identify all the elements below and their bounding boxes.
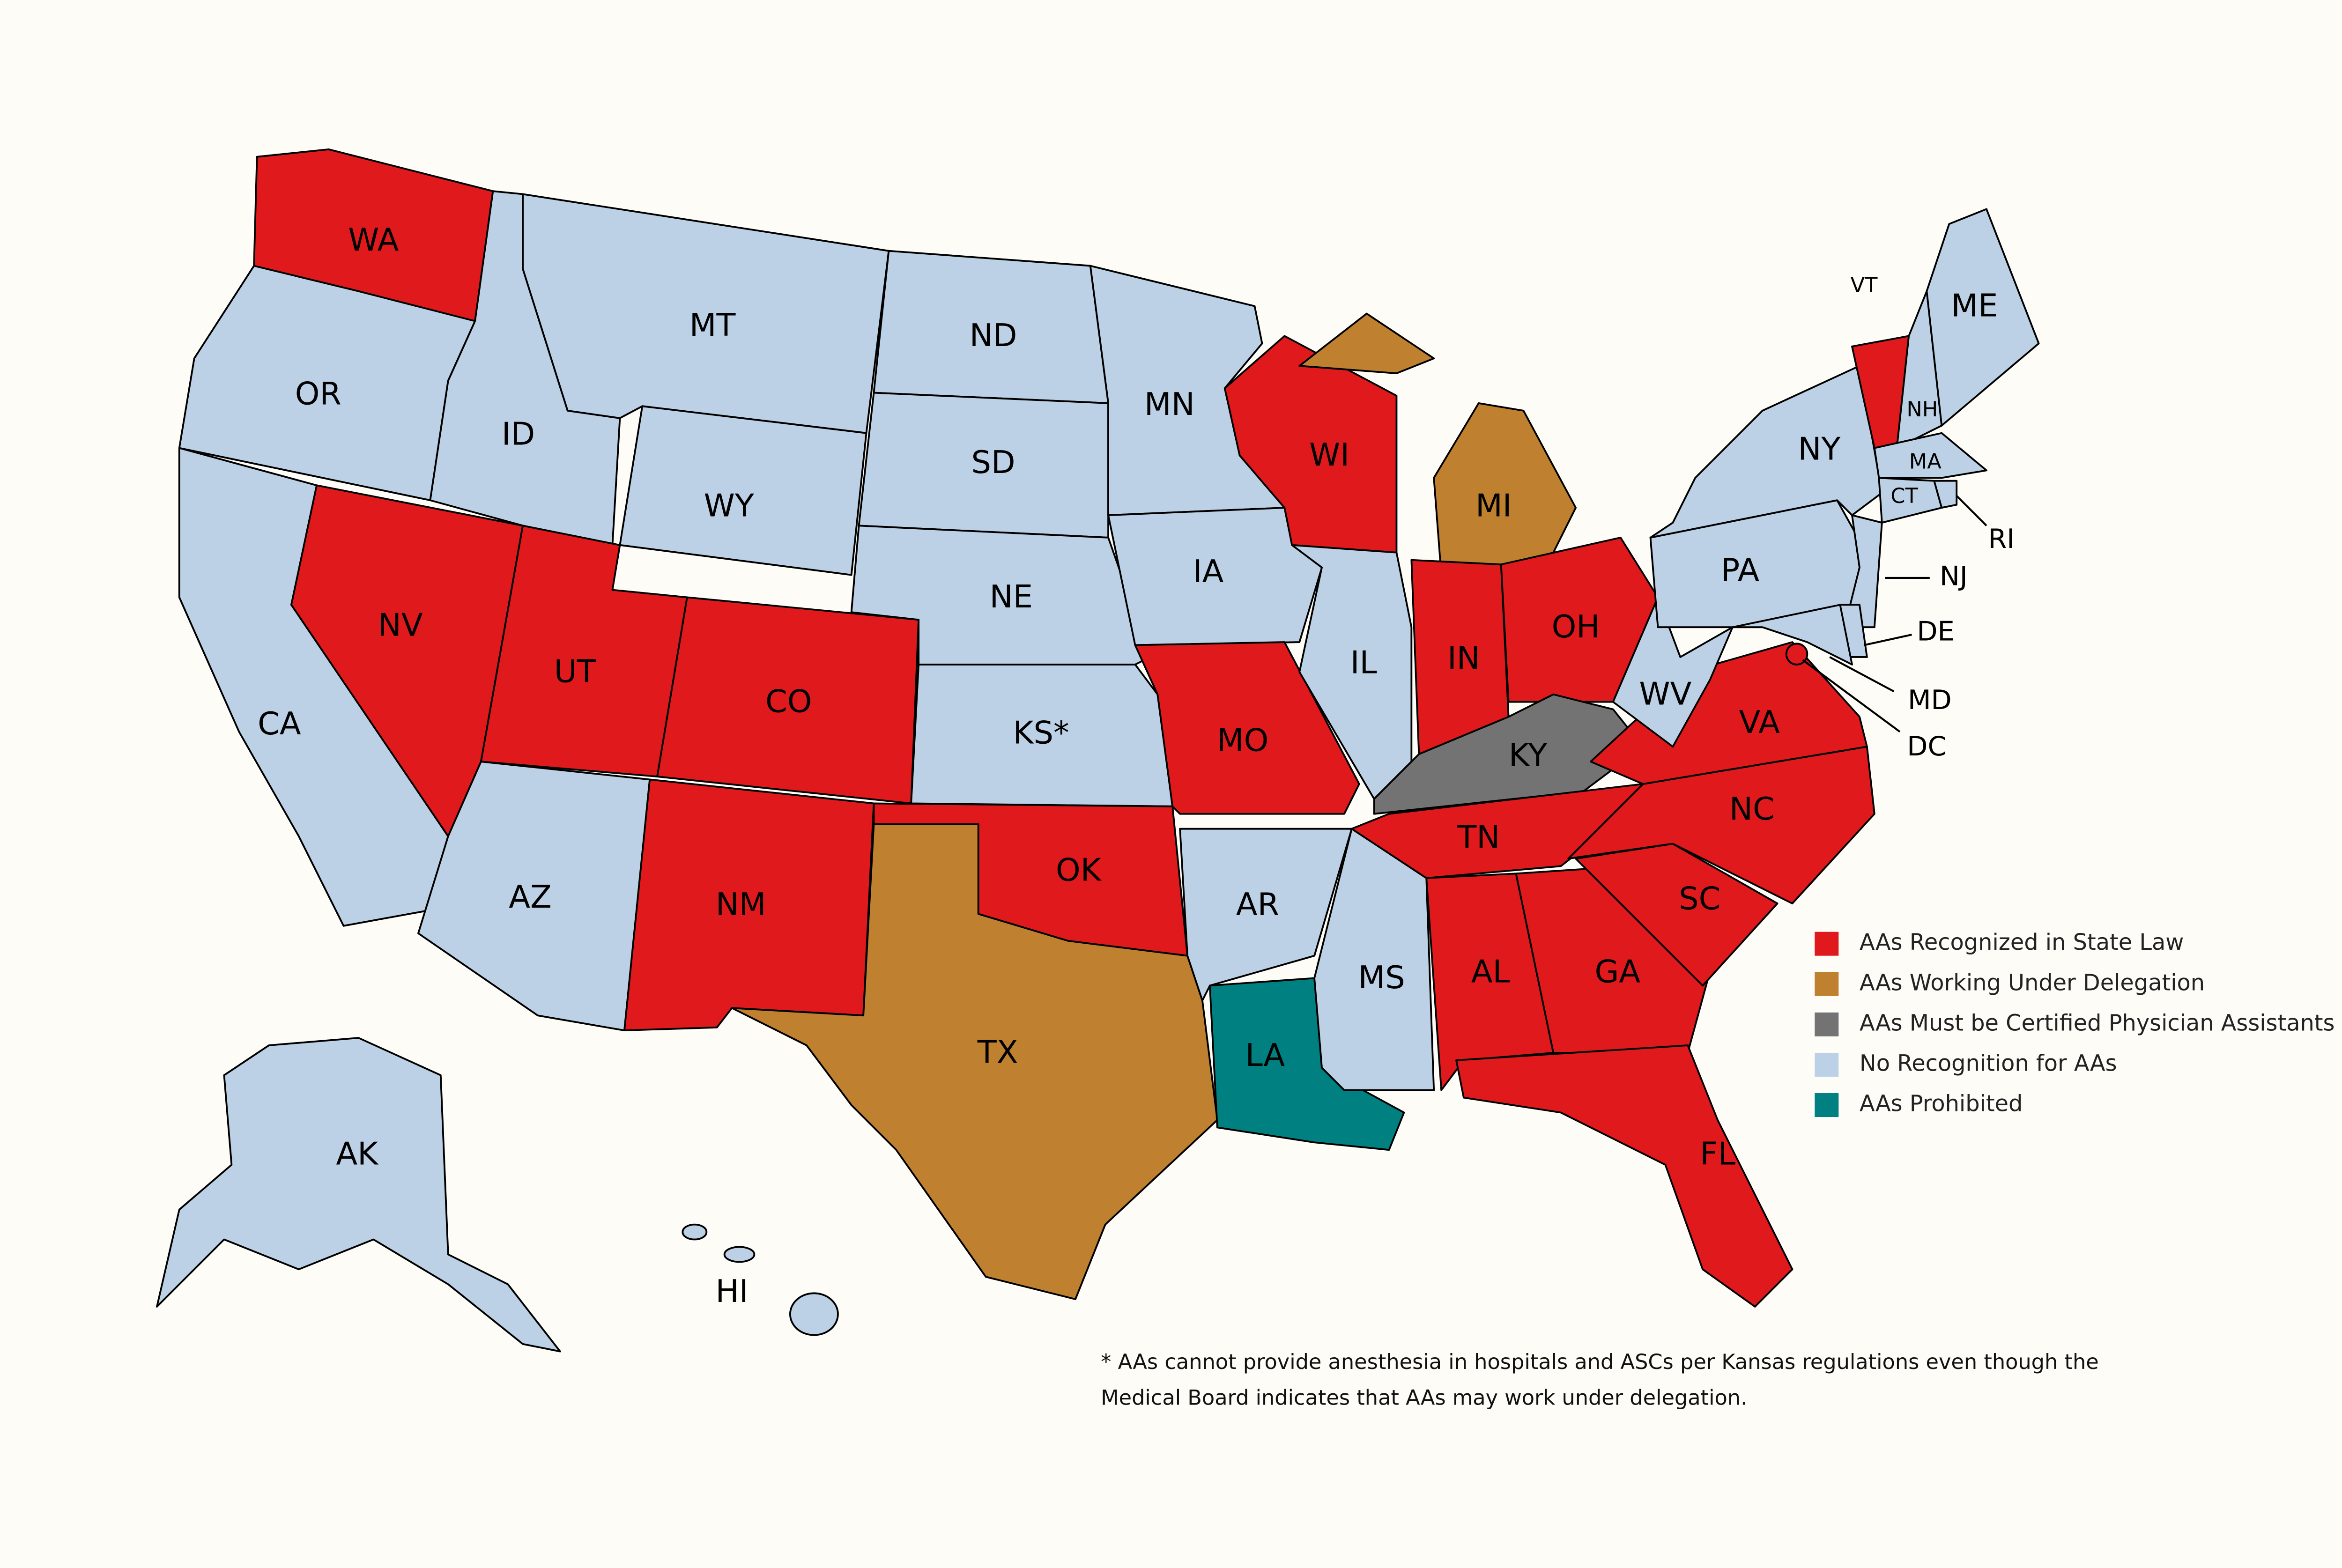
state-label: NV (378, 607, 423, 643)
state-label: VT (1851, 273, 1878, 297)
legend-label: AAs Working Under Delegation (1860, 970, 2205, 996)
state (1455, 1044, 1794, 1308)
state-label: MD (1908, 684, 1952, 716)
state-label: NM (716, 886, 766, 923)
state-label: WY (704, 488, 755, 524)
state (723, 1246, 756, 1263)
state (1926, 208, 2040, 427)
state-label: OR (295, 376, 341, 412)
state (1373, 693, 1644, 815)
leader-line (1802, 659, 1901, 733)
state-label: WI (1309, 436, 1349, 473)
state-label: MN (1144, 386, 1195, 422)
state-label: DC (1907, 731, 1946, 762)
state-label: NJ (1940, 561, 1968, 592)
state-labels: WA NV UT CO NM OK MO WI IN OH TN AL GA S… (258, 222, 2015, 1309)
state-label: MO (1217, 722, 1268, 758)
state-label: ID (502, 416, 535, 452)
state-label: OK (1056, 852, 1102, 888)
state (1933, 480, 1958, 509)
state-label: NC (1729, 791, 1775, 827)
states (156, 148, 2040, 1353)
state-label: CA (258, 705, 301, 742)
state-label: IA (1193, 553, 1224, 590)
state-label: HI (716, 1273, 749, 1309)
state-label: GA (1595, 953, 1641, 990)
state-label: SD (971, 444, 1015, 481)
state-label: SC (1679, 880, 1720, 917)
state (1873, 432, 1987, 479)
footnote: * AAs cannot provide anesthesia in hospi… (1101, 1350, 2099, 1374)
state-label: KS* (1013, 714, 1069, 751)
legend-label: No Recognition for AAs (1860, 1050, 2117, 1076)
state-label: NY (1798, 430, 1841, 467)
state-label: ME (1951, 287, 1998, 324)
state-label: RI (1988, 523, 2015, 555)
state-label: CT (1890, 484, 1918, 508)
state-label: NE (990, 578, 1033, 615)
state (731, 823, 1218, 1300)
state-label: FL (1700, 1136, 1735, 1172)
footnote: Medical Board indicates that AAs may wor… (1101, 1386, 1747, 1410)
legend-label: AAs Must be Certified Physician Assistan… (1860, 1010, 2335, 1036)
state-label: TX (977, 1034, 1018, 1071)
state-label: IN (1447, 640, 1480, 676)
state-label: AK (336, 1136, 379, 1172)
state-label: AL (1471, 953, 1510, 990)
state (1785, 643, 1808, 666)
state (1298, 312, 1435, 375)
state-label: DE (1917, 616, 1954, 647)
state-label: AR (1236, 886, 1279, 923)
legend-label: AAs Prohibited (1860, 1091, 2023, 1117)
leader-line (1829, 656, 1895, 693)
state-label: AZ (509, 879, 552, 915)
state (1107, 507, 1323, 646)
state (619, 405, 867, 576)
state-label: MS (1358, 959, 1405, 996)
state-label: MA (1909, 449, 1942, 473)
state-label: WV (1639, 675, 1691, 712)
state-label: LA (1245, 1037, 1285, 1073)
state (1134, 641, 1360, 815)
state-label: MT (689, 307, 736, 343)
legend-swatch (1815, 1052, 1839, 1077)
state-label: WA (348, 222, 399, 258)
state (156, 1037, 561, 1353)
legend-swatch (1815, 1012, 1839, 1036)
state-label: IL (1350, 644, 1377, 680)
state (1731, 604, 1853, 666)
legend-swatch (1815, 972, 1839, 996)
legend: AAs Recognized in State Law AAs Working U… (1815, 930, 2335, 1117)
leader-line (1956, 495, 1987, 526)
state-label: KY (1509, 737, 1548, 773)
legend-swatch (1815, 1093, 1839, 1117)
state (789, 1292, 839, 1336)
legend-swatch (1815, 932, 1839, 956)
state-label: VA (1739, 704, 1780, 740)
leader-lines (1802, 495, 1987, 733)
state-label: CO (765, 683, 812, 719)
state-label: ND (970, 317, 1017, 354)
state (682, 1223, 708, 1241)
legend-label: AAs Recognized in State Law (1860, 930, 2184, 955)
state-label: MI (1475, 488, 1512, 524)
state-label: OH (1552, 608, 1600, 645)
state-label: NH (1906, 397, 1938, 422)
state-label: PA (1721, 552, 1759, 588)
leader-line (1864, 634, 1912, 646)
state-label: TN (1457, 819, 1500, 856)
state-label: UT (554, 653, 597, 690)
